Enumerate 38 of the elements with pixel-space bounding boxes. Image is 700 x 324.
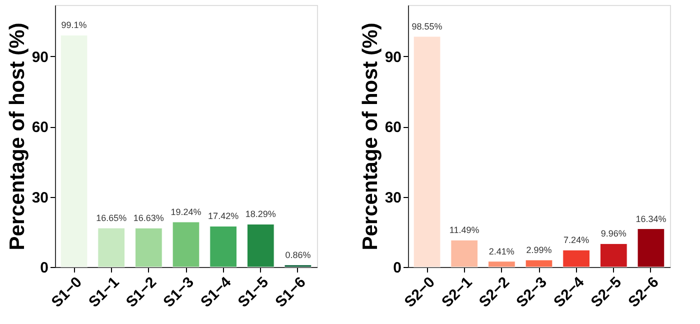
y-axis-title: Percentage of host (%) <box>6 22 29 250</box>
data-label: 16.34% <box>636 214 666 224</box>
data-label: 98.55% <box>412 21 442 32</box>
data-label: 16.63% <box>133 213 164 224</box>
bar <box>637 228 665 268</box>
y-tick-label: 60 <box>384 119 402 136</box>
bar <box>134 228 162 268</box>
y-tick-label: 90 <box>32 48 48 66</box>
bar <box>246 224 274 268</box>
bar <box>450 240 478 268</box>
y-tick-label: 60 <box>32 119 48 136</box>
bar <box>525 260 553 268</box>
y-axis-title: Percentage of host (%) <box>358 22 382 250</box>
data-label: 2.99% <box>526 245 552 256</box>
bar <box>600 243 628 268</box>
y-tick-label: 0 <box>40 260 48 276</box>
bar <box>98 228 126 268</box>
data-label: 7.24% <box>564 235 590 246</box>
y-tick-label: 30 <box>384 189 402 206</box>
data-label: 99.1% <box>61 20 87 30</box>
data-label: 11.49% <box>449 225 480 236</box>
y-tick-label: 90 <box>384 48 402 66</box>
bar <box>210 226 238 268</box>
bar <box>488 261 516 268</box>
data-label: 2.41% <box>488 246 514 256</box>
bar <box>60 34 88 268</box>
data-label: 0.86% <box>285 250 311 260</box>
data-label: 19.24% <box>170 206 202 217</box>
bar <box>562 250 590 268</box>
y-tick-label: 30 <box>32 189 48 206</box>
data-label: 9.96% <box>600 228 626 239</box>
y-tick-label: 0 <box>393 260 402 276</box>
bar <box>284 264 312 268</box>
data-label: 17.42% <box>208 211 239 222</box>
bar <box>413 36 441 268</box>
bar <box>172 222 200 268</box>
data-label: 18.29% <box>245 209 276 220</box>
data-label: 16.65% <box>96 213 127 224</box>
